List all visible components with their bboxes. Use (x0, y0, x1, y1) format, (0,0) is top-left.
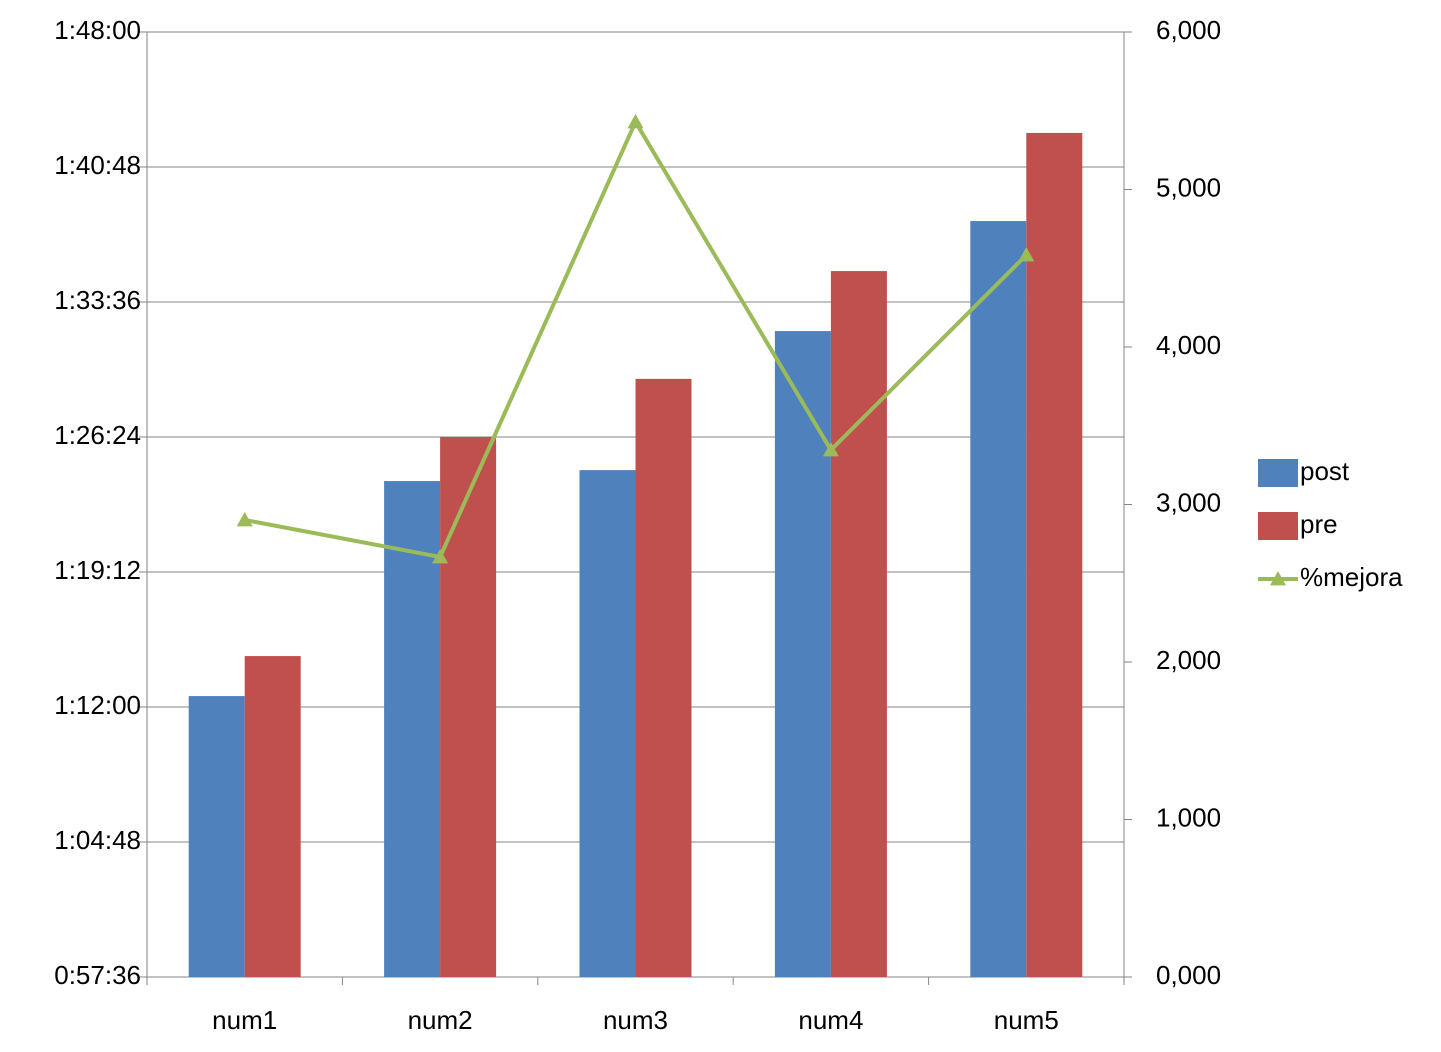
y2-tick-label: 0,000 (1156, 960, 1221, 990)
marker (822, 442, 839, 457)
y2-tick-label: 4,000 (1156, 330, 1221, 360)
marker (432, 548, 449, 564)
bar (244, 656, 301, 977)
y2-tick-label: 1,000 (1156, 802, 1221, 832)
x-tick-label: num3 (603, 1005, 668, 1035)
marker (1018, 247, 1035, 262)
legend-label: pre (1300, 509, 1338, 539)
y-tick-label: 1:19:12 (54, 555, 141, 585)
y2-tick-label: 2,000 (1156, 645, 1221, 675)
legend-label: %mejora (1300, 562, 1403, 592)
bar (188, 696, 245, 977)
bar (830, 271, 887, 977)
y-tick-label: 1:26:24 (54, 420, 141, 450)
legend-marker (1270, 571, 1286, 586)
x-tick-label: num1 (212, 1005, 277, 1035)
bar (774, 331, 831, 977)
bar (635, 378, 692, 977)
y-tick-label: 1:04:48 (54, 825, 141, 855)
bar (970, 221, 1027, 977)
y-tick-label: 1:33:36 (54, 285, 141, 315)
y2-tick-label: 3,000 (1156, 487, 1221, 517)
y-tick-label: 1:40:48 (54, 150, 141, 180)
bar (384, 481, 441, 977)
legend-swatch (1258, 512, 1298, 540)
legend-swatch (1258, 459, 1298, 487)
y-tick-label: 1:48:00 (54, 15, 141, 45)
marker (627, 113, 644, 129)
legend-label: post (1300, 456, 1350, 486)
bar (1026, 132, 1083, 977)
x-tick-label: num2 (408, 1005, 473, 1035)
x-tick-label: num4 (798, 1005, 863, 1035)
bar (440, 437, 497, 977)
y2-tick-label: 6,000 (1156, 15, 1221, 45)
bar (579, 470, 636, 977)
y-tick-label: 0:57:36 (54, 960, 141, 990)
y-tick-label: 1:12:00 (54, 690, 141, 720)
y2-tick-label: 5,000 (1156, 172, 1221, 202)
x-tick-label: num5 (994, 1005, 1059, 1035)
marker (236, 511, 253, 527)
